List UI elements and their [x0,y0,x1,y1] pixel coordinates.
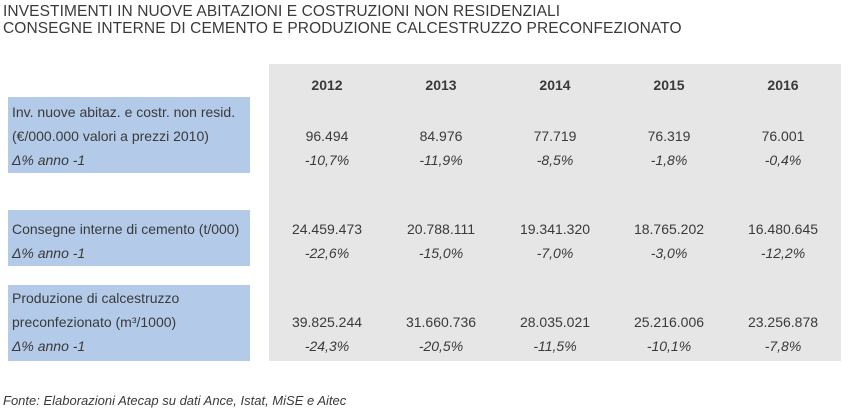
column-2016 [725,64,841,361]
row-label-bg-cement [8,210,250,266]
column-2012 [269,64,385,361]
source-note: Fonte: Elaborazioni Atecap su dati Ance,… [3,393,347,408]
row-label: Inv. nuove abitaz. e costr. non resid. [12,104,236,120]
value-cell: 24.459.473 [291,221,363,237]
delta-cell: -10,7% [304,152,350,168]
value-cell: 77.719 [533,128,577,144]
year-header: 2012 [311,77,343,93]
value-cell: 19.341.320 [519,221,591,237]
value-cell: 23.256.878 [747,314,819,330]
value-cell: 76.319 [647,128,691,144]
delta-cell: -8,5% [536,152,574,168]
year-header: 2014 [539,77,571,93]
year-header: 2015 [653,77,685,93]
value-cell: 16.480.645 [747,221,819,237]
column-2015 [611,64,727,361]
delta-label: Δ% anno -1 [12,245,86,261]
table-title-line2: CONSEGNE INTERNE DI CEMENTO E PRODUZIONE… [3,20,682,37]
value-cell: 25.216.006 [633,314,705,330]
delta-cell: -1,8% [650,152,688,168]
delta-cell: -20,5% [418,338,464,354]
value-cell: 96.494 [305,128,349,144]
delta-label: Δ% anno -1 [12,152,86,168]
delta-cell: -12,2% [760,245,806,261]
value-cell: 84.976 [419,128,463,144]
value-cell: 31.660.736 [405,314,477,330]
row-label: Consegne interne di cemento (t/000) [12,221,240,237]
delta-cell: -0,4% [764,152,802,168]
delta-cell: -11,9% [419,152,463,168]
delta-cell: -11,5% [533,338,577,354]
value-cell: 39.825.244 [291,314,363,330]
column-2013 [383,64,499,361]
delta-cell: -7,8% [764,338,802,354]
delta-cell: -10,1% [646,338,692,354]
year-header: 2013 [425,77,457,93]
delta-cell: -15,0% [418,245,464,261]
row-label: preconfezionato (m³/1000) [12,314,177,330]
year-header: 2016 [767,77,799,93]
delta-cell: -22,6% [304,245,350,261]
row-label: (€/000.000 valori a prezzi 2010) [12,128,209,144]
table-title-line1: INVESTIMENTI IN NUOVE ABITAZIONI E COSTR… [3,3,561,20]
row-label-bg-investments [8,97,250,173]
delta-cell: -24,3% [304,338,350,354]
row-label: Produzione di calcestruzzo [12,290,180,306]
column-2014 [497,64,613,361]
value-cell: 28.035.021 [519,314,591,330]
delta-cell: -7,0% [536,245,574,261]
value-cell: 18.765.202 [633,221,705,237]
value-cell: 76.001 [761,128,805,144]
delta-cell: -3,0% [650,245,688,261]
row-label-bg-concrete [8,285,250,361]
delta-label: Δ% anno -1 [12,338,86,354]
value-cell: 20.788.111 [407,221,475,237]
